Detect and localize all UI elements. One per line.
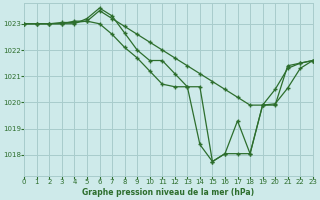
X-axis label: Graphe pression niveau de la mer (hPa): Graphe pression niveau de la mer (hPa) bbox=[83, 188, 255, 197]
